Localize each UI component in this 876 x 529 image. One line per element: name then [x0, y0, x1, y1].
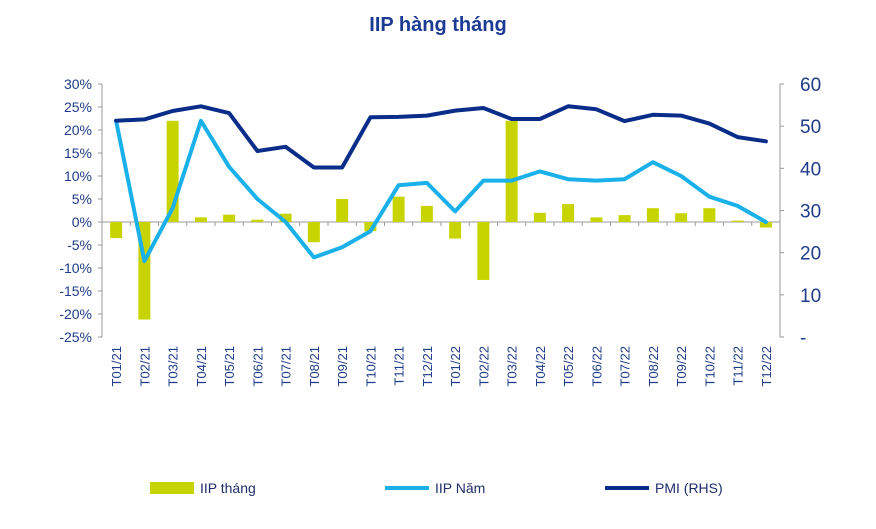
- y-tick-label-left: -15%: [59, 283, 92, 299]
- x-tick-label: T10/22: [702, 346, 717, 386]
- axes: -25% -20% -15% -10% -5% 0% 5% 10% 15% 20% 25% 30% - 1…: [59, 75, 821, 349]
- y-tick-label-right: 20: [800, 244, 821, 265]
- bar-iip-thang: [279, 213, 292, 222]
- x-tick-label: T01/22: [448, 346, 463, 386]
- bar-iip-thang: [759, 222, 772, 228]
- legend-swatch-bar: [150, 482, 194, 494]
- x-tick-label: T12/22: [759, 346, 774, 386]
- y-tick-label-left: 25%: [64, 99, 92, 115]
- x-tick-label: T03/22: [505, 346, 520, 386]
- y-tick-label-right: -: [800, 328, 806, 349]
- x-tick-label: T07/21: [279, 346, 294, 386]
- y-tick-label-left: 0%: [72, 214, 92, 230]
- x-tick-label: T12/21: [420, 346, 435, 386]
- bar-iip-thang: [307, 222, 320, 243]
- legend-swatch-line: [605, 486, 649, 490]
- x-tick-label: T05/22: [561, 346, 576, 386]
- y-tick-label-right: 10: [800, 286, 821, 307]
- bar-iip-thang: [533, 212, 546, 222]
- x-tick-label: T09/22: [674, 346, 689, 386]
- bar-series: [110, 120, 772, 320]
- bar-iip-thang: [562, 204, 575, 222]
- x-tick-label: T06/22: [589, 346, 604, 386]
- legend-label: PMI (RHS): [655, 480, 723, 496]
- x-tick-label: T11/22: [731, 346, 746, 386]
- line-pmi: [114, 104, 768, 170]
- bar-iip-thang: [336, 199, 349, 222]
- x-tick-label: T01/21: [109, 346, 124, 386]
- x-tick-label: T08/21: [307, 346, 322, 386]
- line-series: [114, 104, 768, 264]
- x-tick-label: T06/21: [250, 346, 265, 386]
- y-tick-label-left: -10%: [59, 260, 92, 276]
- bar-iip-thang: [420, 205, 433, 222]
- y-tick-label-right: 30: [800, 202, 821, 223]
- y-tick-label-left: -20%: [59, 306, 92, 322]
- legend-item-iip-nam: IIP Năm: [385, 480, 485, 496]
- legend-label: IIP Năm: [435, 480, 486, 496]
- x-tick-label: T07/22: [618, 346, 633, 386]
- chart-area: -25% -20% -15% -10% -5% 0% 5% 10% 15% 20% 25% 30% - 1…: [59, 75, 821, 386]
- bar-iip-thang: [703, 208, 716, 222]
- y-tick-label-right: 40: [800, 159, 821, 180]
- bar-iip-thang: [675, 213, 688, 222]
- legend-item-iip-thang: IIP tháng: [150, 480, 256, 496]
- bar-iip-thang: [477, 222, 490, 280]
- y-tick-label-left: 10%: [64, 168, 92, 184]
- x-tick-label: T02/21: [137, 346, 152, 386]
- x-tick-label: T04/22: [533, 346, 548, 386]
- bar-iip-thang: [223, 214, 236, 222]
- bar-iip-thang: [590, 217, 603, 222]
- x-tick-label: T04/21: [194, 346, 209, 386]
- y-tick-label-left: -5%: [67, 237, 92, 253]
- y-tick-label-right: 50: [800, 117, 821, 138]
- bar-iip-thang: [449, 222, 462, 239]
- y-tick-label-left: 5%: [72, 191, 92, 207]
- line-iip-nam: [114, 118, 768, 264]
- x-tick-label: T10/21: [363, 346, 378, 386]
- x-tick-labels: T01/21 T02/21 T03/21 T04/21 T05/21 T06/21 T07/…: [109, 346, 774, 386]
- bar-iip-thang: [364, 222, 377, 232]
- legend-label: IIP tháng: [200, 480, 256, 496]
- bar-iip-thang: [194, 217, 207, 222]
- bar-iip-thang: [110, 222, 123, 239]
- bar-iip-thang: [618, 215, 631, 222]
- y-tick-label-left: -25%: [59, 329, 92, 345]
- chart-title: IIP hàng tháng: [369, 14, 507, 36]
- x-tick-label: T09/21: [335, 346, 350, 386]
- x-tick-label: T08/22: [646, 346, 661, 386]
- bar-iip-thang: [251, 219, 264, 222]
- x-tick-label: T11/21: [392, 346, 407, 386]
- legend-swatch-line: [385, 486, 429, 490]
- x-tick-label: T02/22: [476, 346, 491, 386]
- y-tick-label-left: 15%: [64, 145, 92, 161]
- bar-iip-thang: [731, 220, 744, 222]
- y-tick-label-left: 30%: [64, 76, 92, 92]
- bar-iip-thang: [505, 120, 518, 222]
- y-tick-label-right: 60: [800, 75, 821, 96]
- bar-iip-thang: [646, 208, 659, 222]
- legend-item-pmi: PMI (RHS): [605, 480, 723, 496]
- bar-iip-thang: [392, 196, 405, 222]
- x-tick-label: T03/21: [166, 346, 181, 386]
- legend: IIP tháng IIP Năm PMI (RHS): [0, 480, 876, 510]
- y-tick-label-left: 20%: [64, 122, 92, 138]
- x-tick-label: T05/21: [222, 346, 237, 386]
